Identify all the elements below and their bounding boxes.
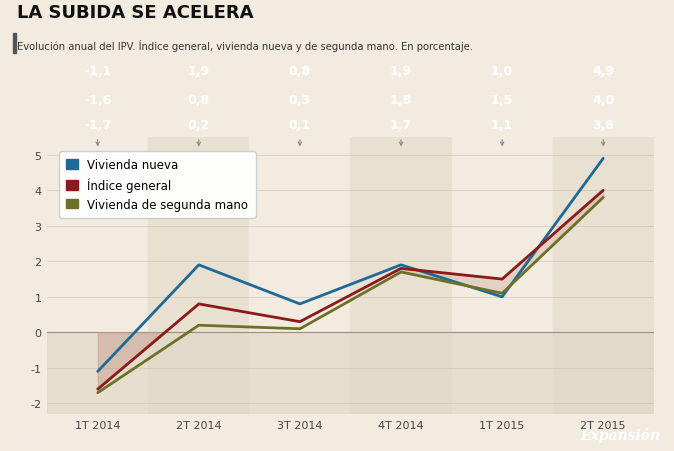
Text: 1,1: 1,1 <box>491 119 514 132</box>
Text: 3,8: 3,8 <box>592 119 614 132</box>
Text: LA SUBIDA SE ACELERA: LA SUBIDA SE ACELERA <box>17 5 253 23</box>
Text: 1,9: 1,9 <box>188 65 210 78</box>
Text: 0,3: 0,3 <box>289 94 311 107</box>
Text: 1,0: 1,0 <box>491 65 514 78</box>
Text: 0,1: 0,1 <box>288 119 311 132</box>
Text: 4,0: 4,0 <box>592 94 615 107</box>
Bar <box>47 332 654 414</box>
Text: 0,8: 0,8 <box>188 94 210 107</box>
Text: 1,8: 1,8 <box>390 94 412 107</box>
Text: Evolución anual del IPV. Índice general, vivienda nueva y de segunda mano. En po: Evolución anual del IPV. Índice general,… <box>17 40 473 51</box>
Text: -1,1: -1,1 <box>84 65 111 78</box>
Text: 1,5: 1,5 <box>491 94 514 107</box>
Text: Expansión: Expansión <box>580 427 661 442</box>
Bar <box>553 138 654 414</box>
Text: -1,6: -1,6 <box>84 94 111 107</box>
Text: 0,2: 0,2 <box>187 119 210 132</box>
Legend: Vivienda nueva, Índice general, Vivienda de segunda mano: Vivienda nueva, Índice general, Vivienda… <box>59 152 255 218</box>
Text: 1,9: 1,9 <box>390 65 412 78</box>
Text: 1,7: 1,7 <box>390 119 412 132</box>
Bar <box>13 34 16 54</box>
Bar <box>452 138 553 414</box>
Bar <box>47 138 148 414</box>
Bar <box>148 138 249 414</box>
Text: 0,8: 0,8 <box>289 65 311 78</box>
Text: 4,9: 4,9 <box>592 65 614 78</box>
Text: -1,7: -1,7 <box>84 119 111 132</box>
Bar <box>350 138 452 414</box>
Bar <box>249 138 350 414</box>
Text: Fuente: NE: Fuente: NE <box>13 429 74 439</box>
